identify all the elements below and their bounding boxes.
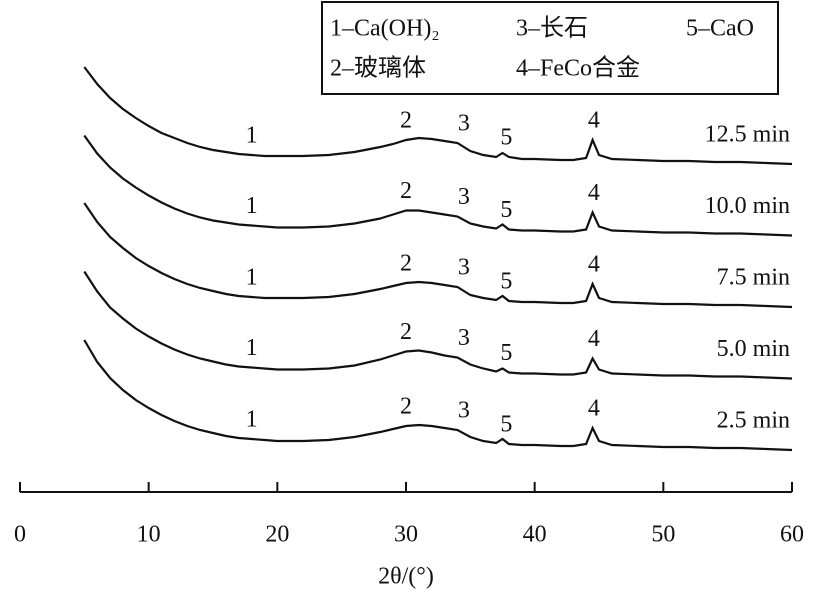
peak-label: 1 xyxy=(246,123,258,149)
series-label: 7.5 min xyxy=(717,265,790,291)
peak-label: 1 xyxy=(246,265,258,291)
legend-entry: 1–Ca(OH)₂ xyxy=(330,16,440,42)
legend-entry: 5–CaO xyxy=(686,16,754,42)
peak-label: 3 xyxy=(458,255,470,281)
peak-label: 1 xyxy=(246,407,258,433)
x-tick-label: 30 xyxy=(394,522,418,548)
series-label: 2.5 min xyxy=(717,408,790,434)
peak-label: 3 xyxy=(458,184,470,210)
peak-label: 4 xyxy=(588,396,600,422)
series-label: 12.5 min xyxy=(705,122,790,148)
peak-label: 3 xyxy=(458,398,470,424)
peak-label: 2 xyxy=(400,178,412,204)
x-tick-label: 50 xyxy=(651,522,675,548)
legend-entry: 2–玻璃体 xyxy=(330,55,426,82)
peak-label: 5 xyxy=(500,197,512,223)
x-tick-label: 40 xyxy=(523,522,547,548)
peak-label: 1 xyxy=(246,335,258,361)
peak-label: 4 xyxy=(588,252,600,278)
xrd-curve xyxy=(83,66,793,166)
legend-entry: 4–FeCo合金 xyxy=(516,55,640,82)
peak-label: 2 xyxy=(400,251,412,277)
peak-label: 5 xyxy=(500,412,512,438)
peak-label: 5 xyxy=(500,340,512,366)
xrd-curve xyxy=(83,134,793,237)
xrd-curve xyxy=(83,202,793,309)
legend-box xyxy=(321,1,779,95)
peak-label: 3 xyxy=(458,325,470,351)
x-tick-label: 10 xyxy=(137,522,161,548)
peak-label: 5 xyxy=(500,125,512,151)
peak-label: 4 xyxy=(588,326,600,352)
x-tick-label: 20 xyxy=(265,522,289,548)
peak-label: 2 xyxy=(400,319,412,345)
legend-entry: 3–长石 xyxy=(516,15,588,42)
peak-label: 3 xyxy=(458,111,470,137)
peak-label: 4 xyxy=(588,180,600,206)
peak-label: 4 xyxy=(588,108,600,134)
x-axis-label: 2θ/(°) xyxy=(378,564,434,590)
peak-label: 5 xyxy=(500,269,512,295)
xrd-curve xyxy=(83,339,793,452)
series-label: 10.0 min xyxy=(705,193,790,219)
peak-label: 2 xyxy=(400,394,412,420)
peak-label: 2 xyxy=(400,108,412,134)
peak-label: 1 xyxy=(246,193,258,219)
series-label: 5.0 min xyxy=(717,336,790,362)
x-tick-label: 60 xyxy=(780,522,804,548)
x-tick-label: 0 xyxy=(14,522,26,548)
xrd-curve xyxy=(83,270,793,380)
